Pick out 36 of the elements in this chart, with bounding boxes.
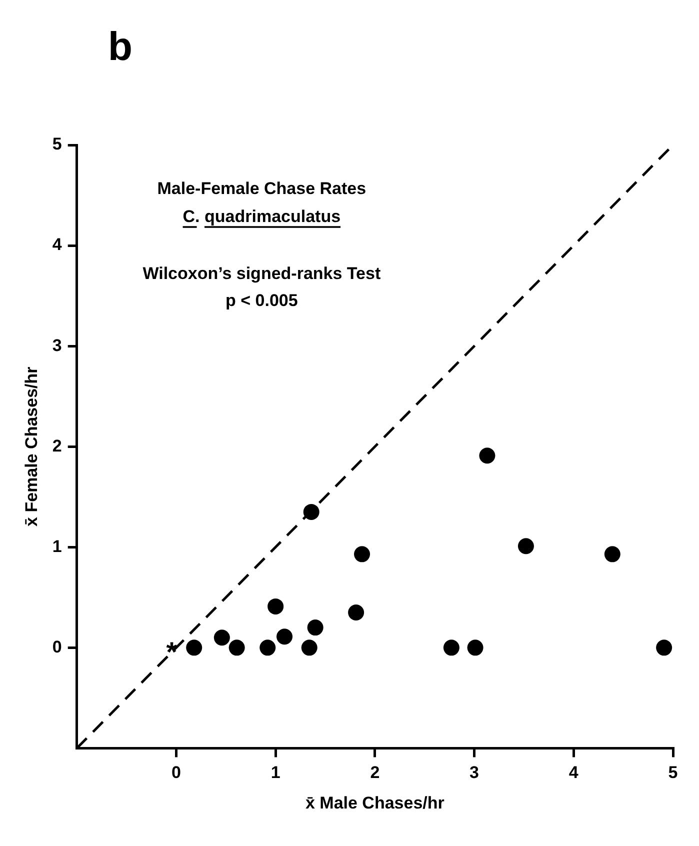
- annotation: C. quadrimaculatus: [182, 207, 341, 226]
- point: [260, 640, 276, 656]
- annotation: Male-Female Chase Rates: [157, 179, 366, 198]
- point: [268, 598, 284, 614]
- annotation: Wilcoxon’s signed-ranks Test: [142, 264, 381, 283]
- text: b: [108, 25, 132, 69]
- point: [479, 448, 496, 464]
- point: [354, 546, 370, 562]
- y-tick-label: 0: [52, 637, 62, 656]
- x-tick-label: 3: [470, 763, 480, 782]
- point: [228, 640, 245, 656]
- x-tick-label: 0: [171, 763, 181, 782]
- x-tick-label: 1: [270, 763, 280, 782]
- point: [186, 640, 202, 656]
- x-tick-label: 5: [668, 763, 678, 782]
- x-tick-label: 2: [370, 763, 380, 782]
- y-tick-label: 5: [52, 134, 62, 154]
- point: [467, 640, 484, 656]
- point: [348, 604, 364, 620]
- y-tick-label: 2: [52, 436, 62, 456]
- point: [518, 538, 534, 554]
- point: [307, 620, 324, 636]
- point: [656, 640, 672, 656]
- x-axis-title: x̄ Male Chases/hr: [305, 793, 445, 812]
- point: [604, 546, 620, 562]
- point: [214, 630, 230, 646]
- y-tick-label: 4: [52, 235, 62, 254]
- annotation: p < 0.005: [226, 291, 298, 310]
- point: [303, 504, 320, 520]
- y-tick-label: 3: [52, 336, 62, 355]
- y-axis-title: x̄ Female Chases/hr: [22, 366, 41, 526]
- point: [276, 628, 293, 645]
- y-tick-label: 1: [52, 536, 62, 556]
- point: [301, 640, 318, 656]
- x-tick-label: 4: [568, 763, 579, 782]
- point: [443, 640, 460, 656]
